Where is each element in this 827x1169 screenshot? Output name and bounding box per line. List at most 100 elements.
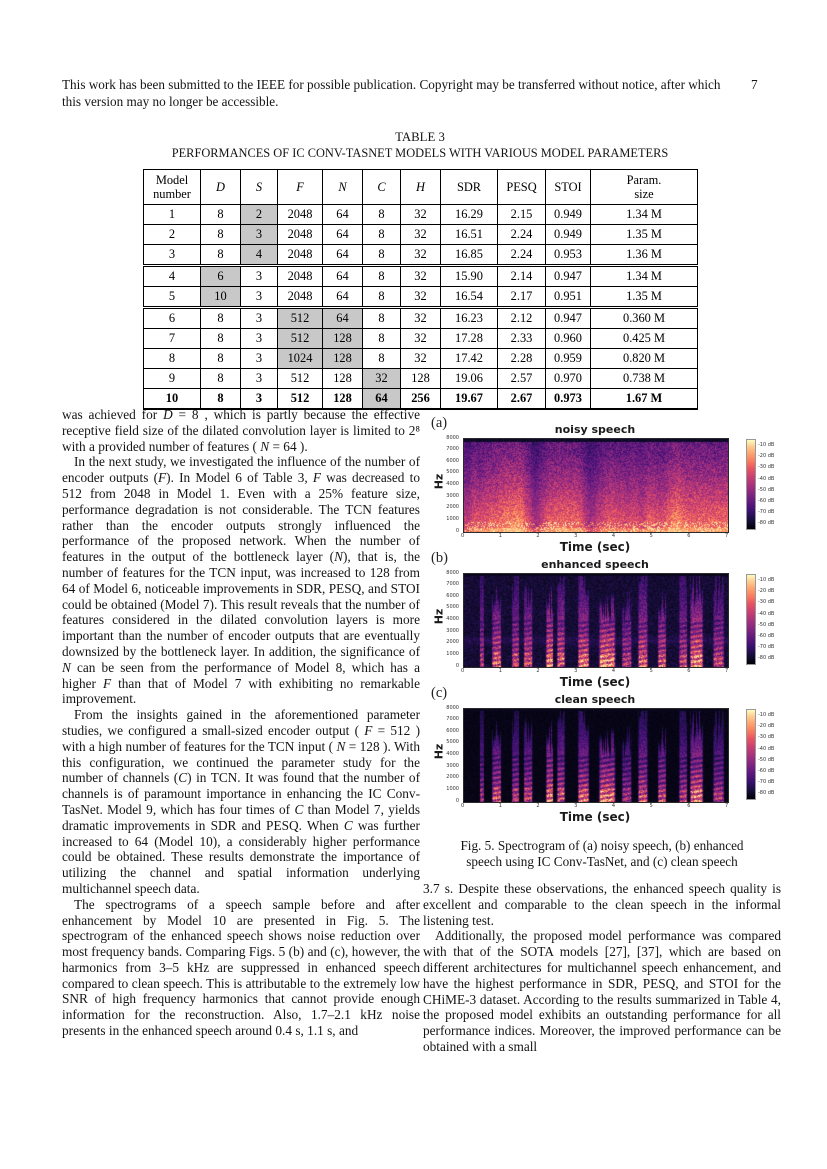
table-cell: 2.24 xyxy=(497,224,546,245)
copyright-notice-line2: this version may no longer be accessible… xyxy=(62,93,279,109)
table-header-cell: D xyxy=(200,169,241,205)
colorbar-labels: -10 dB -20 dB -30 dB -40 dB -50 dB -60 dB -70 … xyxy=(758,574,794,663)
table-cell: 8 xyxy=(362,328,401,349)
y-tick-label: 1000 xyxy=(446,515,459,522)
table-row: 2 8 3 2048 64 8 32 16.51 2.24 0.949 1.35 M xyxy=(143,224,698,245)
table-cell-model-number: 6 xyxy=(143,306,201,329)
colorbar-tick-label: -80 dB xyxy=(758,790,775,797)
table-cell: 512 xyxy=(277,306,323,329)
table-cell: 32 xyxy=(400,264,441,287)
x-tick-label: 0 xyxy=(461,803,465,809)
colorbar xyxy=(746,709,756,800)
figure-caption-line1: Fig. 5. Spectrogram of (a) noisy speech,… xyxy=(460,838,744,853)
table-header-cell: H xyxy=(400,169,441,205)
table-cell: 3 xyxy=(240,388,278,410)
parameters-table: Model number D S F N C H SDR PESQ STOI Param. size 1 8… xyxy=(143,169,698,410)
colorbar-tick-label: -10 dB xyxy=(758,712,775,718)
x-tick-label: 1 xyxy=(498,668,502,674)
x-tick-label: 2 xyxy=(536,668,540,674)
x-axis-ticks: 0 1 2 3 4 5 6 7 xyxy=(461,803,731,811)
table-cell: 32 xyxy=(362,368,401,389)
table-row: 1 8 2 2048 64 8 32 16.29 2.15 0.949 1.34 M xyxy=(143,204,698,225)
table-cell: 8 xyxy=(200,204,241,225)
table-cell: 64 xyxy=(362,388,401,410)
table-cell: 0.738 M xyxy=(590,368,698,389)
table-cell: 0.949 xyxy=(545,224,591,245)
table-cell: 8 xyxy=(362,224,401,245)
table-cell: 2048 xyxy=(277,244,323,266)
table-cell: 128 xyxy=(322,368,363,389)
y-tick-label: 3000 xyxy=(446,627,459,634)
x-tick-label: 7 xyxy=(725,533,729,539)
table-cell: 8 xyxy=(200,388,241,410)
colorbar-tick-label: -10 dB xyxy=(758,577,775,583)
y-tick-label: 4000 xyxy=(446,751,459,757)
figure-caption-line2: speech using IC Conv-TasNet, and (c) cle… xyxy=(466,854,738,870)
spectrogram-title: enhanced speech xyxy=(541,558,649,571)
colorbar-tick-label: -70 dB xyxy=(758,509,775,516)
y-axis-ticks: 8000 7000 6000 5000 4000 3000 2000 1000 0 xyxy=(435,569,461,668)
y-tick-label: 8000 xyxy=(446,434,459,441)
table-cell: 0.973 xyxy=(545,388,591,410)
colorbar-tick-label: -80 dB xyxy=(758,655,775,662)
table-cell: 17.42 xyxy=(440,348,498,369)
table-cell: 3 xyxy=(240,264,278,287)
table-cell: 3 xyxy=(240,368,278,389)
table-header-cell: S xyxy=(240,169,278,205)
x-tick-label: 4 xyxy=(611,668,616,674)
table-cell: 3 xyxy=(240,286,278,308)
body-column-left: was achieved for D = 8 , which is partly… xyxy=(62,407,420,1039)
y-tick-label: 8000 xyxy=(446,569,459,576)
y-tick-label: 8000 xyxy=(446,704,459,711)
x-tick-label: 3 xyxy=(574,803,578,809)
y-tick-label: 0 xyxy=(455,797,459,804)
table-cell: 2.17 xyxy=(497,286,546,308)
x-tick-label: 0 xyxy=(461,668,465,674)
x-axis-label: Time (sec) xyxy=(559,810,631,824)
body-paragraph: In the next study, we investigated the i… xyxy=(62,454,420,707)
colorbar-tick-label: -40 dB xyxy=(758,610,775,617)
x-tick-label: 7 xyxy=(725,803,729,809)
colorbar-tick-label: -70 dB xyxy=(758,644,775,651)
colorbar-labels: -10 dB -20 dB -30 dB -40 dB -50 dB -60 dB -70 … xyxy=(758,709,794,798)
table-cell: 0.959 xyxy=(545,348,591,369)
colorbar-tick-label: -50 dB xyxy=(758,621,775,628)
table-cell-model-number: 1 xyxy=(143,204,201,225)
figure-5: (a) noisy speech Hz 8000 7000 6000 5000 4000 300… xyxy=(425,413,797,836)
spectrogram-canvas xyxy=(463,708,729,803)
x-tick-label: 3 xyxy=(574,668,578,674)
spectrogram-title: clean speech xyxy=(554,693,636,706)
table-cell: 3 xyxy=(240,306,278,329)
table-cell: 0.951 xyxy=(545,286,591,308)
table-cell: 8 xyxy=(200,224,241,245)
table-cell: 2.67 xyxy=(497,388,546,410)
x-tick-label: 6 xyxy=(687,533,691,539)
table-label: TABLE 3 xyxy=(395,130,445,144)
table-cell: 0.947 xyxy=(545,264,591,287)
x-tick-label: 2 xyxy=(536,533,540,539)
colorbar-tick-label: -60 dB xyxy=(758,633,775,639)
table-cell: 64 xyxy=(322,204,363,225)
table-cell: 8 xyxy=(200,306,241,329)
body-paragraph: The spectrograms of a speech sample befo… xyxy=(62,896,420,1039)
table-cell-model-number: 9 xyxy=(143,368,201,389)
table-cell: 64 xyxy=(322,306,363,329)
spectrogram-panel-c: (c) clean speech Hz 8000 7000 6000 5000 4000 300… xyxy=(425,683,797,824)
table-cell: 512 xyxy=(277,328,323,349)
body-paragraph: Additionally, the proposed model perform… xyxy=(423,928,781,1054)
table-cell: 8 xyxy=(362,204,401,225)
table-row: 7 8 3 512 128 8 32 17.28 2.33 0.960 0.425 M xyxy=(143,328,698,349)
colorbar-tick-label: -60 dB xyxy=(758,498,775,504)
colorbar-tick-label: -20 dB xyxy=(758,588,775,595)
table-cell-model-number: 2 xyxy=(143,224,201,245)
table-cell: 2.28 xyxy=(497,348,546,369)
spectrogram-panel-b: (b) enhanced speech Hz 8000 7000 6000 5000 4000… xyxy=(425,548,797,689)
table-header-cell: PESQ xyxy=(497,169,546,205)
table-cell-model-number: 10 xyxy=(143,388,201,410)
x-tick-label: 4 xyxy=(611,533,616,539)
table-cell: 8 xyxy=(362,264,401,287)
table-row: 4 6 3 2048 64 8 32 15.90 2.14 0.947 1.34 M xyxy=(143,264,698,287)
table-cell: 512 xyxy=(277,388,323,410)
table-cell: 16.54 xyxy=(440,286,498,308)
